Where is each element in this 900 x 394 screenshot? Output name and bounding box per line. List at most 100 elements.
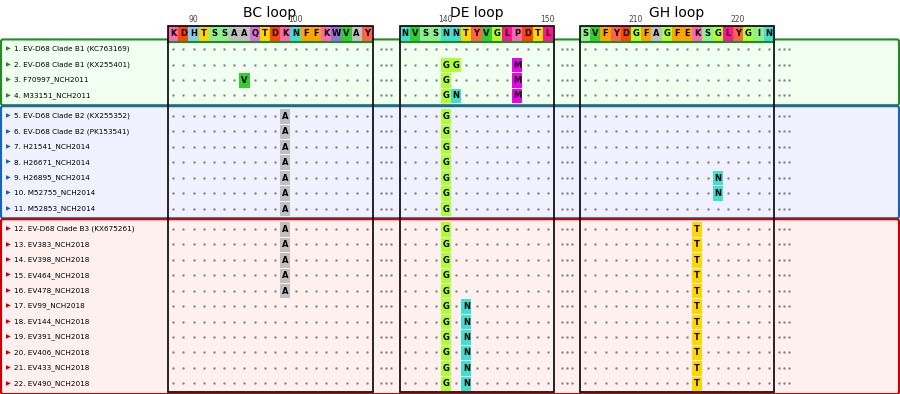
Bar [743, 26, 753, 41]
Bar [441, 171, 451, 185]
Text: 5. EV-D68 Clade B2 (KX255352): 5. EV-D68 Clade B2 (KX255352) [14, 113, 130, 119]
Bar [420, 26, 430, 41]
Text: ▶: ▶ [6, 242, 11, 247]
Bar [522, 26, 533, 41]
Text: DE loop: DE loop [450, 6, 503, 20]
Bar [692, 269, 702, 283]
Text: G: G [443, 158, 449, 167]
Text: G: G [633, 29, 640, 38]
Text: T: T [695, 240, 700, 249]
Text: A: A [282, 225, 289, 234]
Bar [280, 238, 291, 252]
Text: ▶: ▶ [6, 78, 11, 82]
Bar [400, 26, 554, 392]
Text: 12. EV-D68 Clade B3 (KX675261): 12. EV-D68 Clade B3 (KX675261) [14, 226, 134, 232]
Bar [168, 26, 178, 41]
Bar [533, 26, 543, 41]
Text: N: N [443, 29, 449, 38]
Bar [461, 346, 472, 360]
Text: A: A [282, 204, 289, 214]
Text: G: G [443, 379, 449, 388]
Bar [430, 26, 441, 41]
Text: G: G [663, 29, 670, 38]
Bar [580, 26, 774, 41]
Text: G: G [443, 127, 449, 136]
Text: 19. EV391_NCH2018: 19. EV391_NCH2018 [14, 334, 89, 340]
Text: 8. H26671_NCH2014: 8. H26671_NCH2014 [14, 159, 90, 165]
Text: N: N [463, 364, 470, 373]
Bar [168, 26, 372, 41]
Text: G: G [453, 61, 460, 70]
Bar [692, 299, 702, 314]
Text: 7. H21541_NCH2014: 7. H21541_NCH2014 [14, 143, 90, 150]
Bar [692, 284, 702, 298]
Bar [692, 361, 702, 375]
Text: ▶: ▶ [6, 381, 11, 386]
Bar [441, 26, 451, 41]
Bar [441, 377, 451, 391]
Bar [461, 377, 472, 391]
Text: N: N [463, 318, 470, 327]
Bar [671, 26, 682, 41]
Bar [441, 269, 451, 283]
FancyBboxPatch shape [1, 106, 899, 218]
Bar [652, 26, 662, 41]
Text: 18. EV144_NCH2018: 18. EV144_NCH2018 [14, 318, 89, 325]
Text: 3. F70997_NCH2011: 3. F70997_NCH2011 [14, 77, 88, 84]
Bar [280, 109, 291, 124]
Text: 16. EV478_NCH2018: 16. EV478_NCH2018 [14, 287, 89, 294]
Text: V: V [343, 29, 350, 38]
Text: E: E [684, 29, 690, 38]
Text: L: L [545, 29, 551, 38]
Text: ▶: ▶ [6, 144, 11, 149]
Text: Q: Q [251, 29, 258, 38]
Bar [441, 222, 451, 237]
Text: L: L [725, 29, 731, 38]
Text: T: T [695, 225, 700, 234]
Text: S: S [211, 29, 217, 38]
Text: N: N [453, 29, 460, 38]
Text: G: G [443, 256, 449, 265]
Text: N: N [715, 189, 721, 198]
Text: A: A [282, 127, 289, 136]
Text: G: G [443, 61, 449, 70]
Text: S: S [422, 29, 428, 38]
Text: F: F [303, 29, 309, 38]
Text: V: V [412, 29, 418, 38]
Text: G: G [493, 29, 500, 38]
Text: ▶: ▶ [6, 273, 11, 278]
Bar [441, 202, 451, 216]
Text: T: T [201, 29, 207, 38]
Bar [260, 26, 270, 41]
Text: G: G [715, 29, 721, 38]
Text: A: A [282, 240, 289, 249]
Bar [331, 26, 341, 41]
Text: ▶: ▶ [6, 129, 11, 134]
Text: T: T [695, 318, 700, 327]
Text: GH loop: GH loop [649, 6, 705, 20]
Text: S: S [705, 29, 710, 38]
Text: T: T [695, 333, 700, 342]
Bar [713, 186, 723, 201]
Bar [441, 253, 451, 268]
Bar [352, 26, 362, 41]
Bar [512, 89, 522, 103]
Bar [441, 361, 451, 375]
Bar [600, 26, 610, 41]
Text: N: N [401, 29, 409, 38]
Bar [610, 26, 621, 41]
Bar [491, 26, 502, 41]
Bar [239, 26, 249, 41]
Bar [621, 26, 631, 41]
Bar [512, 58, 522, 72]
Bar [682, 26, 692, 41]
Bar [543, 26, 553, 41]
Text: N: N [463, 333, 470, 342]
Bar [512, 73, 522, 88]
Bar [280, 269, 291, 283]
Bar [167, 26, 373, 392]
Bar [512, 26, 522, 41]
Text: A: A [282, 189, 289, 198]
Text: N: N [292, 29, 299, 38]
Bar [280, 202, 291, 216]
